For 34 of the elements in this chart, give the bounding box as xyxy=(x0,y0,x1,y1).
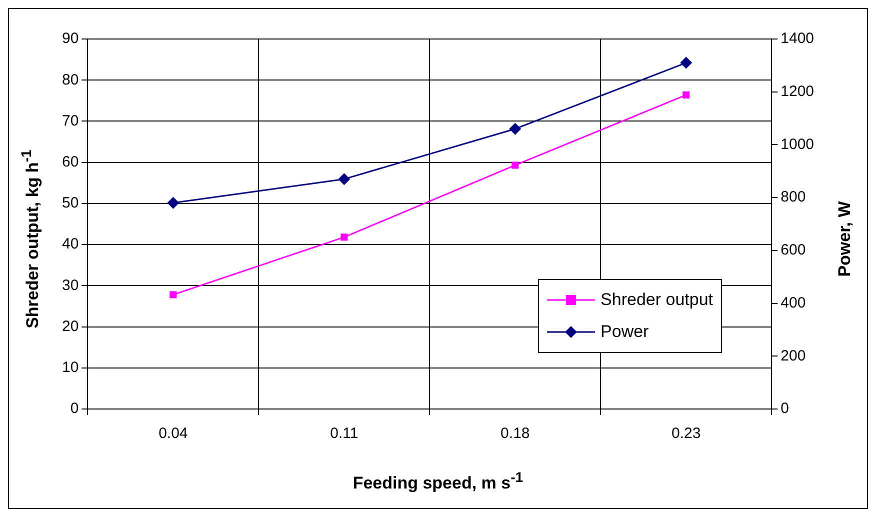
y-tick-label: 70 xyxy=(62,112,79,130)
point xyxy=(509,122,522,135)
y2-tick-label: 400 xyxy=(780,294,806,312)
x-tick-label: 0.11 xyxy=(330,425,358,442)
y2-tick-label: 1400 xyxy=(780,30,814,48)
point xyxy=(682,91,690,98)
y-tick-label: 40 xyxy=(62,236,79,253)
point xyxy=(170,291,177,298)
legend-label: Shreder output xyxy=(600,290,713,310)
y-tick-label: 90 xyxy=(62,30,79,48)
point xyxy=(167,196,180,209)
y-tick-label: 0 xyxy=(70,400,79,418)
legend-label: Power xyxy=(600,322,649,342)
y2-tick-label: 600 xyxy=(780,242,806,259)
y-tick-label: 30 xyxy=(62,276,79,294)
point xyxy=(680,56,692,69)
x-axis-title: Feeding speed, m s$^{-1}$ xyxy=(352,470,524,494)
x-tick-label: 0.04 xyxy=(158,425,188,442)
y2-tick-label: 800 xyxy=(780,188,806,206)
y2-tick-label: 1200 xyxy=(780,83,814,100)
point xyxy=(340,234,348,241)
y-tick-label: 60 xyxy=(62,153,79,170)
y2-axis-title: Power, W xyxy=(835,200,855,276)
point xyxy=(512,162,519,169)
y2-tick-label: 1000 xyxy=(780,136,814,153)
y-tick-label: 80 xyxy=(62,71,79,88)
y-tick-label: 50 xyxy=(62,194,79,212)
y-tick-label: 20 xyxy=(62,318,79,335)
y2-tick-label: 200 xyxy=(780,347,806,364)
point xyxy=(338,173,350,186)
x-tick-label: 0.18 xyxy=(500,425,530,442)
x-tick-label: 0.23 xyxy=(672,425,701,442)
y-tick-label: 10 xyxy=(62,359,79,376)
y2-tick-label: 0 xyxy=(780,400,789,418)
